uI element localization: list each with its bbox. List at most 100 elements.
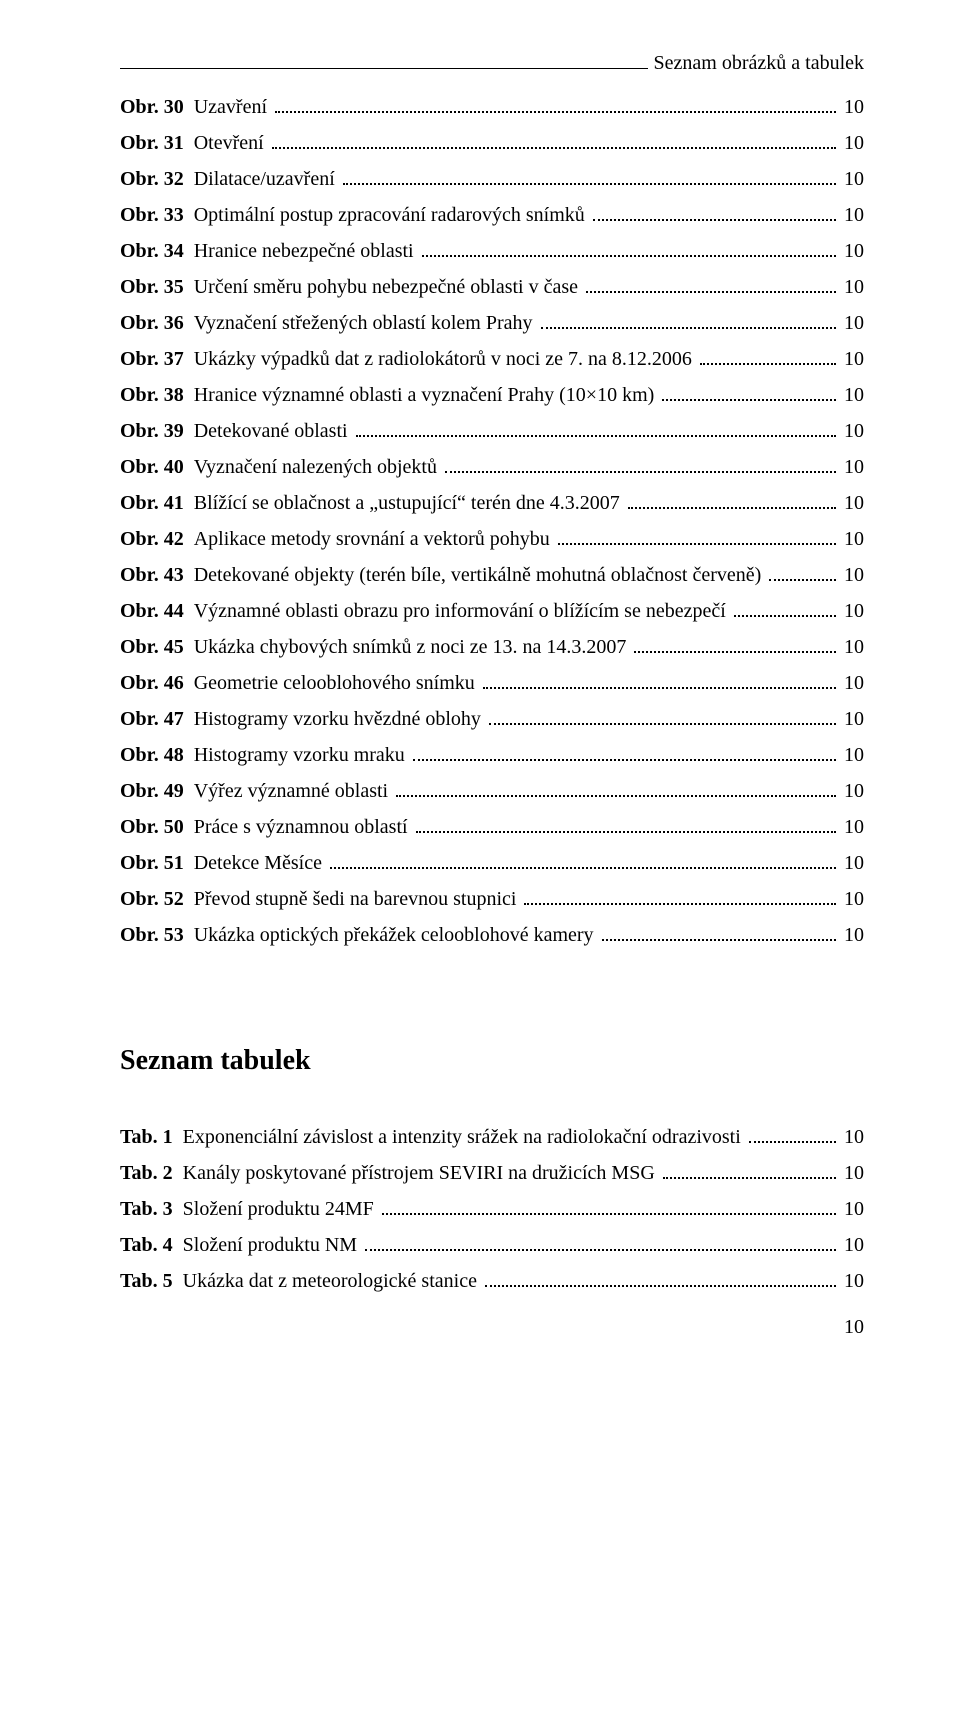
dot-leader	[272, 132, 836, 149]
figure-entry: Obr. 33 Optimální postup zpracování rada…	[120, 200, 864, 230]
dot-leader	[445, 456, 836, 473]
figure-entry: Obr. 35 Určení směru pohybu nebezpečné o…	[120, 272, 864, 302]
dot-leader	[489, 708, 836, 725]
entry-text: Otevření	[194, 132, 264, 154]
figures-list: Obr. 30 Uzavření10Obr. 31 Otevření10Obr.…	[120, 92, 864, 950]
entry-label: Obr. 50 Práce s významnou oblastí	[120, 812, 412, 842]
entry-text: Dilatace/uzavření	[194, 168, 335, 190]
entry-page: 10	[840, 308, 864, 338]
figure-entry: Obr. 41 Blížící se oblačnost a „ustupují…	[120, 488, 864, 518]
entry-text: Převod stupně šedi na barevnou stupnici	[194, 888, 517, 910]
entry-text: Kanály poskytované přístrojem SEVIRI na …	[183, 1162, 655, 1184]
entry-text: Vyznačení nalezených objektů	[194, 456, 437, 478]
entry-prefix: Obr. 49	[120, 780, 184, 802]
entry-label: Obr. 39 Detekované oblasti	[120, 416, 352, 446]
dot-leader	[356, 420, 836, 437]
entry-page: 10	[840, 128, 864, 158]
entry-page: 10	[840, 1122, 864, 1152]
entry-prefix: Obr. 35	[120, 276, 184, 298]
dot-leader	[749, 1126, 836, 1143]
entry-label: Obr. 32 Dilatace/uzavření	[120, 164, 339, 194]
dot-leader	[485, 1270, 836, 1287]
entry-prefix: Obr. 52	[120, 888, 184, 910]
entry-text: Histogramy vzorku hvězdné oblohy	[194, 708, 481, 730]
entry-page: 10	[840, 272, 864, 302]
entry-page: 10	[840, 452, 864, 482]
entry-prefix: Tab. 2	[120, 1162, 173, 1184]
entry-label: Tab. 2 Kanály poskytované přístrojem SEV…	[120, 1158, 659, 1188]
entry-prefix: Obr. 30	[120, 96, 184, 118]
figure-entry: Obr. 37 Ukázky výpadků dat z radiolokáto…	[120, 344, 864, 374]
dot-leader	[541, 312, 836, 329]
dot-leader	[586, 276, 836, 293]
dot-leader	[422, 240, 836, 257]
dot-leader	[330, 852, 836, 869]
entry-text: Geometrie celooblohového snímku	[194, 672, 475, 694]
page: Seznam obrázků a tabulek Obr. 30 Uzavřen…	[0, 0, 960, 1362]
dot-leader	[343, 168, 836, 185]
entry-page: 10	[840, 344, 864, 374]
figure-entry: Obr. 52 Převod stupně šedi na barevnou s…	[120, 884, 864, 914]
figure-entry: Obr. 42 Aplikace metody srovnání a vekto…	[120, 524, 864, 554]
entry-prefix: Tab. 3	[120, 1198, 173, 1220]
entry-label: Obr. 48 Histogramy vzorku mraku	[120, 740, 409, 770]
entry-prefix: Obr. 43	[120, 564, 184, 586]
figure-entry: Obr. 44 Významné oblasti obrazu pro info…	[120, 596, 864, 626]
figure-entry: Obr. 40 Vyznačení nalezených objektů10	[120, 452, 864, 482]
entry-page: 10	[840, 668, 864, 698]
figure-entry: Obr. 50 Práce s významnou oblastí 10	[120, 812, 864, 842]
entry-prefix: Obr. 41	[120, 492, 184, 514]
entry-prefix: Obr. 33	[120, 204, 184, 226]
figure-entry: Obr. 32 Dilatace/uzavření10	[120, 164, 864, 194]
entry-prefix: Obr. 47	[120, 708, 184, 730]
entry-text: Ukázka dat z meteorologické stanice	[183, 1270, 477, 1292]
entry-prefix: Obr. 48	[120, 744, 184, 766]
entry-text: Práce s významnou oblastí	[194, 816, 408, 838]
entry-label: Obr. 33 Optimální postup zpracování rada…	[120, 200, 589, 230]
entry-text: Ukázka chybových snímků z noci ze 13. na…	[194, 636, 627, 658]
entry-text: Aplikace metody srovnání a vektorů pohyb…	[194, 528, 550, 550]
entry-prefix: Obr. 38	[120, 384, 184, 406]
entry-prefix: Obr. 34	[120, 240, 184, 262]
entry-text: Ukázky výpadků dat z radiolokátorů v noc…	[194, 348, 692, 370]
header-title: Seznam obrázků a tabulek	[654, 48, 864, 78]
entry-page: 10	[840, 812, 864, 842]
entry-page: 10	[840, 1158, 864, 1188]
entry-prefix: Obr. 51	[120, 852, 184, 874]
entry-label: Obr. 45 Ukázka chybových snímků z noci z…	[120, 632, 630, 662]
dot-leader	[700, 348, 836, 365]
entry-label: Obr. 52 Převod stupně šedi na barevnou s…	[120, 884, 520, 914]
dot-leader	[593, 204, 836, 221]
entry-page: 10	[840, 596, 864, 626]
dot-leader	[558, 528, 836, 545]
dot-leader	[662, 384, 836, 401]
dot-leader	[416, 816, 836, 833]
tables-list: Tab. 1 Exponenciální závislost a intenzi…	[120, 1122, 864, 1296]
entry-prefix: Obr. 37	[120, 348, 184, 370]
entry-text: Hranice významné oblasti a vyznačení Pra…	[194, 384, 655, 406]
entry-prefix: Tab. 5	[120, 1270, 173, 1292]
entry-label: Obr. 41 Blížící se oblačnost a „ustupují…	[120, 488, 624, 518]
entry-page: 10	[840, 776, 864, 806]
entry-page: 10	[840, 524, 864, 554]
entry-prefix: Obr. 31	[120, 132, 184, 154]
dot-leader	[396, 780, 836, 797]
dot-leader	[524, 888, 836, 905]
entry-text: Detekované oblasti	[194, 420, 348, 442]
entry-text: Významné oblasti obrazu pro informování …	[194, 600, 726, 622]
table-entry: Tab. 5 Ukázka dat z meteorologické stani…	[120, 1266, 864, 1296]
entry-text: Detekce Měsíce	[194, 852, 322, 874]
dot-leader	[628, 492, 836, 509]
figure-entry: Obr. 49 Výřez významné oblasti10	[120, 776, 864, 806]
figure-entry: Obr. 34 Hranice nebezpečné oblasti10	[120, 236, 864, 266]
entry-prefix: Obr. 39	[120, 420, 184, 442]
entry-label: Obr. 31 Otevření	[120, 128, 268, 158]
entry-label: Obr. 37 Ukázky výpadků dat z radiolokáto…	[120, 344, 696, 374]
entry-page: 10	[840, 236, 864, 266]
running-header: Seznam obrázků a tabulek	[120, 48, 864, 78]
figure-entry: Obr. 30 Uzavření10	[120, 92, 864, 122]
entry-page: 10	[840, 884, 864, 914]
entry-text: Detekované objekty (terén bíle, vertikál…	[194, 564, 762, 586]
entry-label: Obr. 53 Ukázka optických překážek celoob…	[120, 920, 598, 950]
dot-leader	[382, 1198, 836, 1215]
